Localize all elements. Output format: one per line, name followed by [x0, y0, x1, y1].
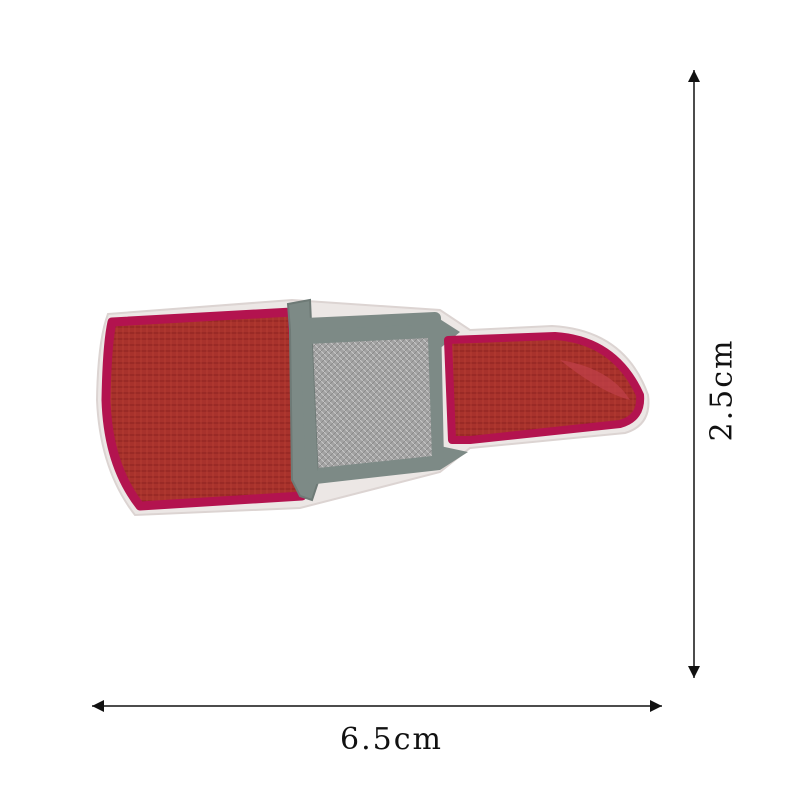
height-dimension-arrow	[688, 70, 700, 678]
lipstick-patch	[95, 298, 650, 517]
width-dimension-arrow	[92, 700, 662, 712]
lipstick-tip	[444, 332, 645, 444]
lipstick-base	[101, 307, 307, 511]
width-label: 6.5cm	[340, 722, 443, 757]
height-label: 2.5cm	[704, 338, 740, 442]
lipstick-silver-sleeve	[305, 320, 438, 478]
lipstick-tip-highlight	[560, 360, 630, 400]
lipstick-gray-frame	[299, 312, 444, 484]
